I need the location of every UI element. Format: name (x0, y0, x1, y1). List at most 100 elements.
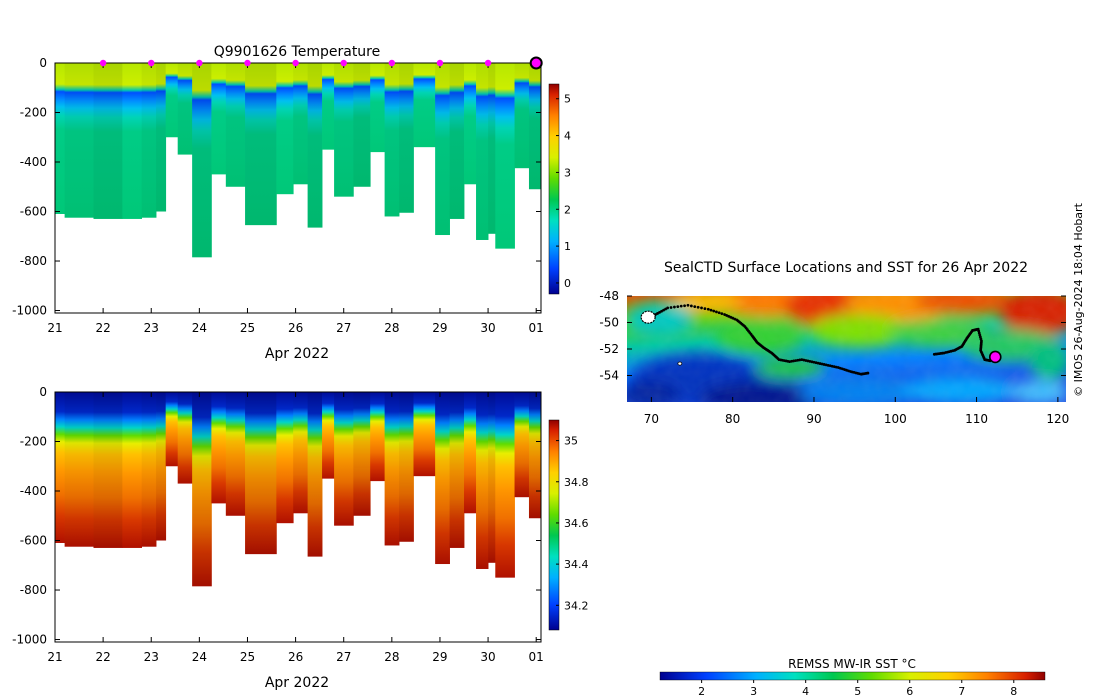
profile-column (384, 392, 400, 546)
profile-column (353, 392, 371, 516)
profile-column (449, 392, 465, 548)
profile-column (276, 392, 294, 524)
sst-map-plot: SealCTD Surface Locations and SST for 26… (599, 260, 1069, 426)
profile-column-shade (93, 392, 123, 548)
x-tick-label: 21 (47, 650, 62, 664)
profile-column (435, 392, 450, 565)
map-y-tick-label: -50 (599, 316, 619, 330)
profile-column (514, 392, 530, 498)
profile-column (192, 392, 212, 587)
profile-marker (196, 59, 203, 67)
profile-column (276, 63, 294, 195)
salinity-plot-frame (54, 391, 542, 643)
salinity-colorbar-ticks: 34.2 34.4 34.6 34.8 35 (556, 435, 589, 612)
profile-column (488, 63, 496, 234)
profile-column (55, 392, 66, 543)
x-tick-label: 23 (144, 650, 159, 664)
profile-column (464, 63, 477, 185)
x-tick-label: 21 (47, 321, 62, 335)
temperature-colorbar-ticks: 0 1 2 3 4 5 (556, 93, 571, 290)
profile-column (495, 63, 515, 249)
profile-column-shade (156, 63, 167, 212)
profile-column (225, 63, 246, 187)
track-point (683, 304, 686, 308)
profile-column-shade (488, 63, 496, 234)
y-tick-label: -1000 (12, 633, 47, 647)
x-tick-label: 01 (529, 321, 544, 335)
credit-text: © IMOS 26-Aug-2024 18:04 Hobart (1072, 202, 1085, 396)
colorbar-tick-label: 2 (564, 203, 571, 216)
colorbar-tick-label: 35 (564, 435, 578, 448)
profile-column-shade (488, 392, 496, 563)
colorbar-tick-label: 3 (564, 166, 571, 179)
profile-column-shade (353, 392, 371, 516)
profile-column (528, 63, 541, 190)
profile-column (122, 63, 143, 219)
latest-profile-marker (529, 56, 543, 70)
profile-column-shade (476, 63, 489, 240)
profile-column (64, 63, 94, 218)
profile-column (370, 392, 386, 482)
temperature-profile-columns (55, 63, 541, 258)
profile-column (353, 63, 371, 187)
profile-column (225, 392, 246, 516)
track-point (709, 308, 713, 312)
island-heard (677, 361, 683, 366)
colorbar-tick-label: 0 (564, 277, 571, 290)
salinity-section-plot: 0-200-400-600-800-1000 21 22 23 24 25 26 27 28 2… (12, 385, 588, 691)
profile-column (55, 63, 66, 214)
profile-column (476, 63, 489, 240)
x-tick-label: 01 (529, 650, 544, 664)
profile-marker (484, 59, 492, 67)
x-tick-label: 26 (288, 650, 303, 664)
profile-column (449, 63, 465, 219)
profile-column-shade (435, 63, 450, 236)
profile-column (399, 63, 414, 213)
profile-column (156, 63, 167, 212)
profile-column (399, 392, 414, 542)
map-x-tick-label: 110 (965, 412, 988, 426)
sst-colorbar-tick-label: 4 (802, 685, 809, 698)
profile-column-shade (435, 392, 450, 565)
track-point (706, 307, 710, 311)
profile-column (384, 63, 400, 217)
profile-column-shade (307, 63, 323, 228)
track-point (717, 311, 721, 315)
profile-marker (436, 59, 444, 67)
x-tick-label: 28 (384, 321, 399, 335)
profile-column-shade (177, 63, 193, 155)
x-tick-label: 25 (240, 650, 255, 664)
x-tick-label: 26 (288, 321, 303, 335)
y-tick-label: -200 (20, 106, 47, 120)
island-kerguelen (640, 310, 656, 324)
profile-column (122, 392, 143, 548)
track-point (693, 305, 697, 308)
y-tick-label: -1000 (12, 304, 47, 318)
profile-marker (99, 59, 107, 67)
profile-column (177, 63, 193, 155)
temperature-section-plot: Q9901626 Temperature 0 -200 -400 -600 -800 -1… (12, 44, 571, 362)
profile-column (334, 392, 354, 526)
current-position-marker (988, 350, 1002, 364)
profile-column (495, 392, 515, 578)
temperature-plot-title: Q9901626 Temperature (214, 44, 381, 60)
sst-colorbar-ticks: 2 3 4 5 6 7 8 (698, 680, 1017, 698)
profile-column-shade (141, 63, 157, 218)
profile-column-shade (293, 392, 309, 514)
profile-column-shade (476, 392, 489, 569)
map-x-axis: 70 80 90 100 110 120 (644, 397, 1069, 426)
x-tick-label: 25 (240, 321, 255, 335)
profile-column (165, 63, 179, 138)
track-point (666, 306, 670, 310)
profile-column (245, 392, 277, 555)
track-point (673, 305, 676, 309)
salinity-x-axis: 21 22 23 24 25 26 27 28 29 30 01 (47, 392, 544, 664)
x-tick-label: 28 (384, 650, 399, 664)
profile-column-shade (399, 392, 414, 542)
profile-column-shade (93, 63, 123, 219)
profile-column (141, 392, 157, 547)
x-tick-label: 22 (95, 650, 110, 664)
y-tick-label: -600 (20, 205, 47, 219)
profile-marker (388, 59, 396, 67)
